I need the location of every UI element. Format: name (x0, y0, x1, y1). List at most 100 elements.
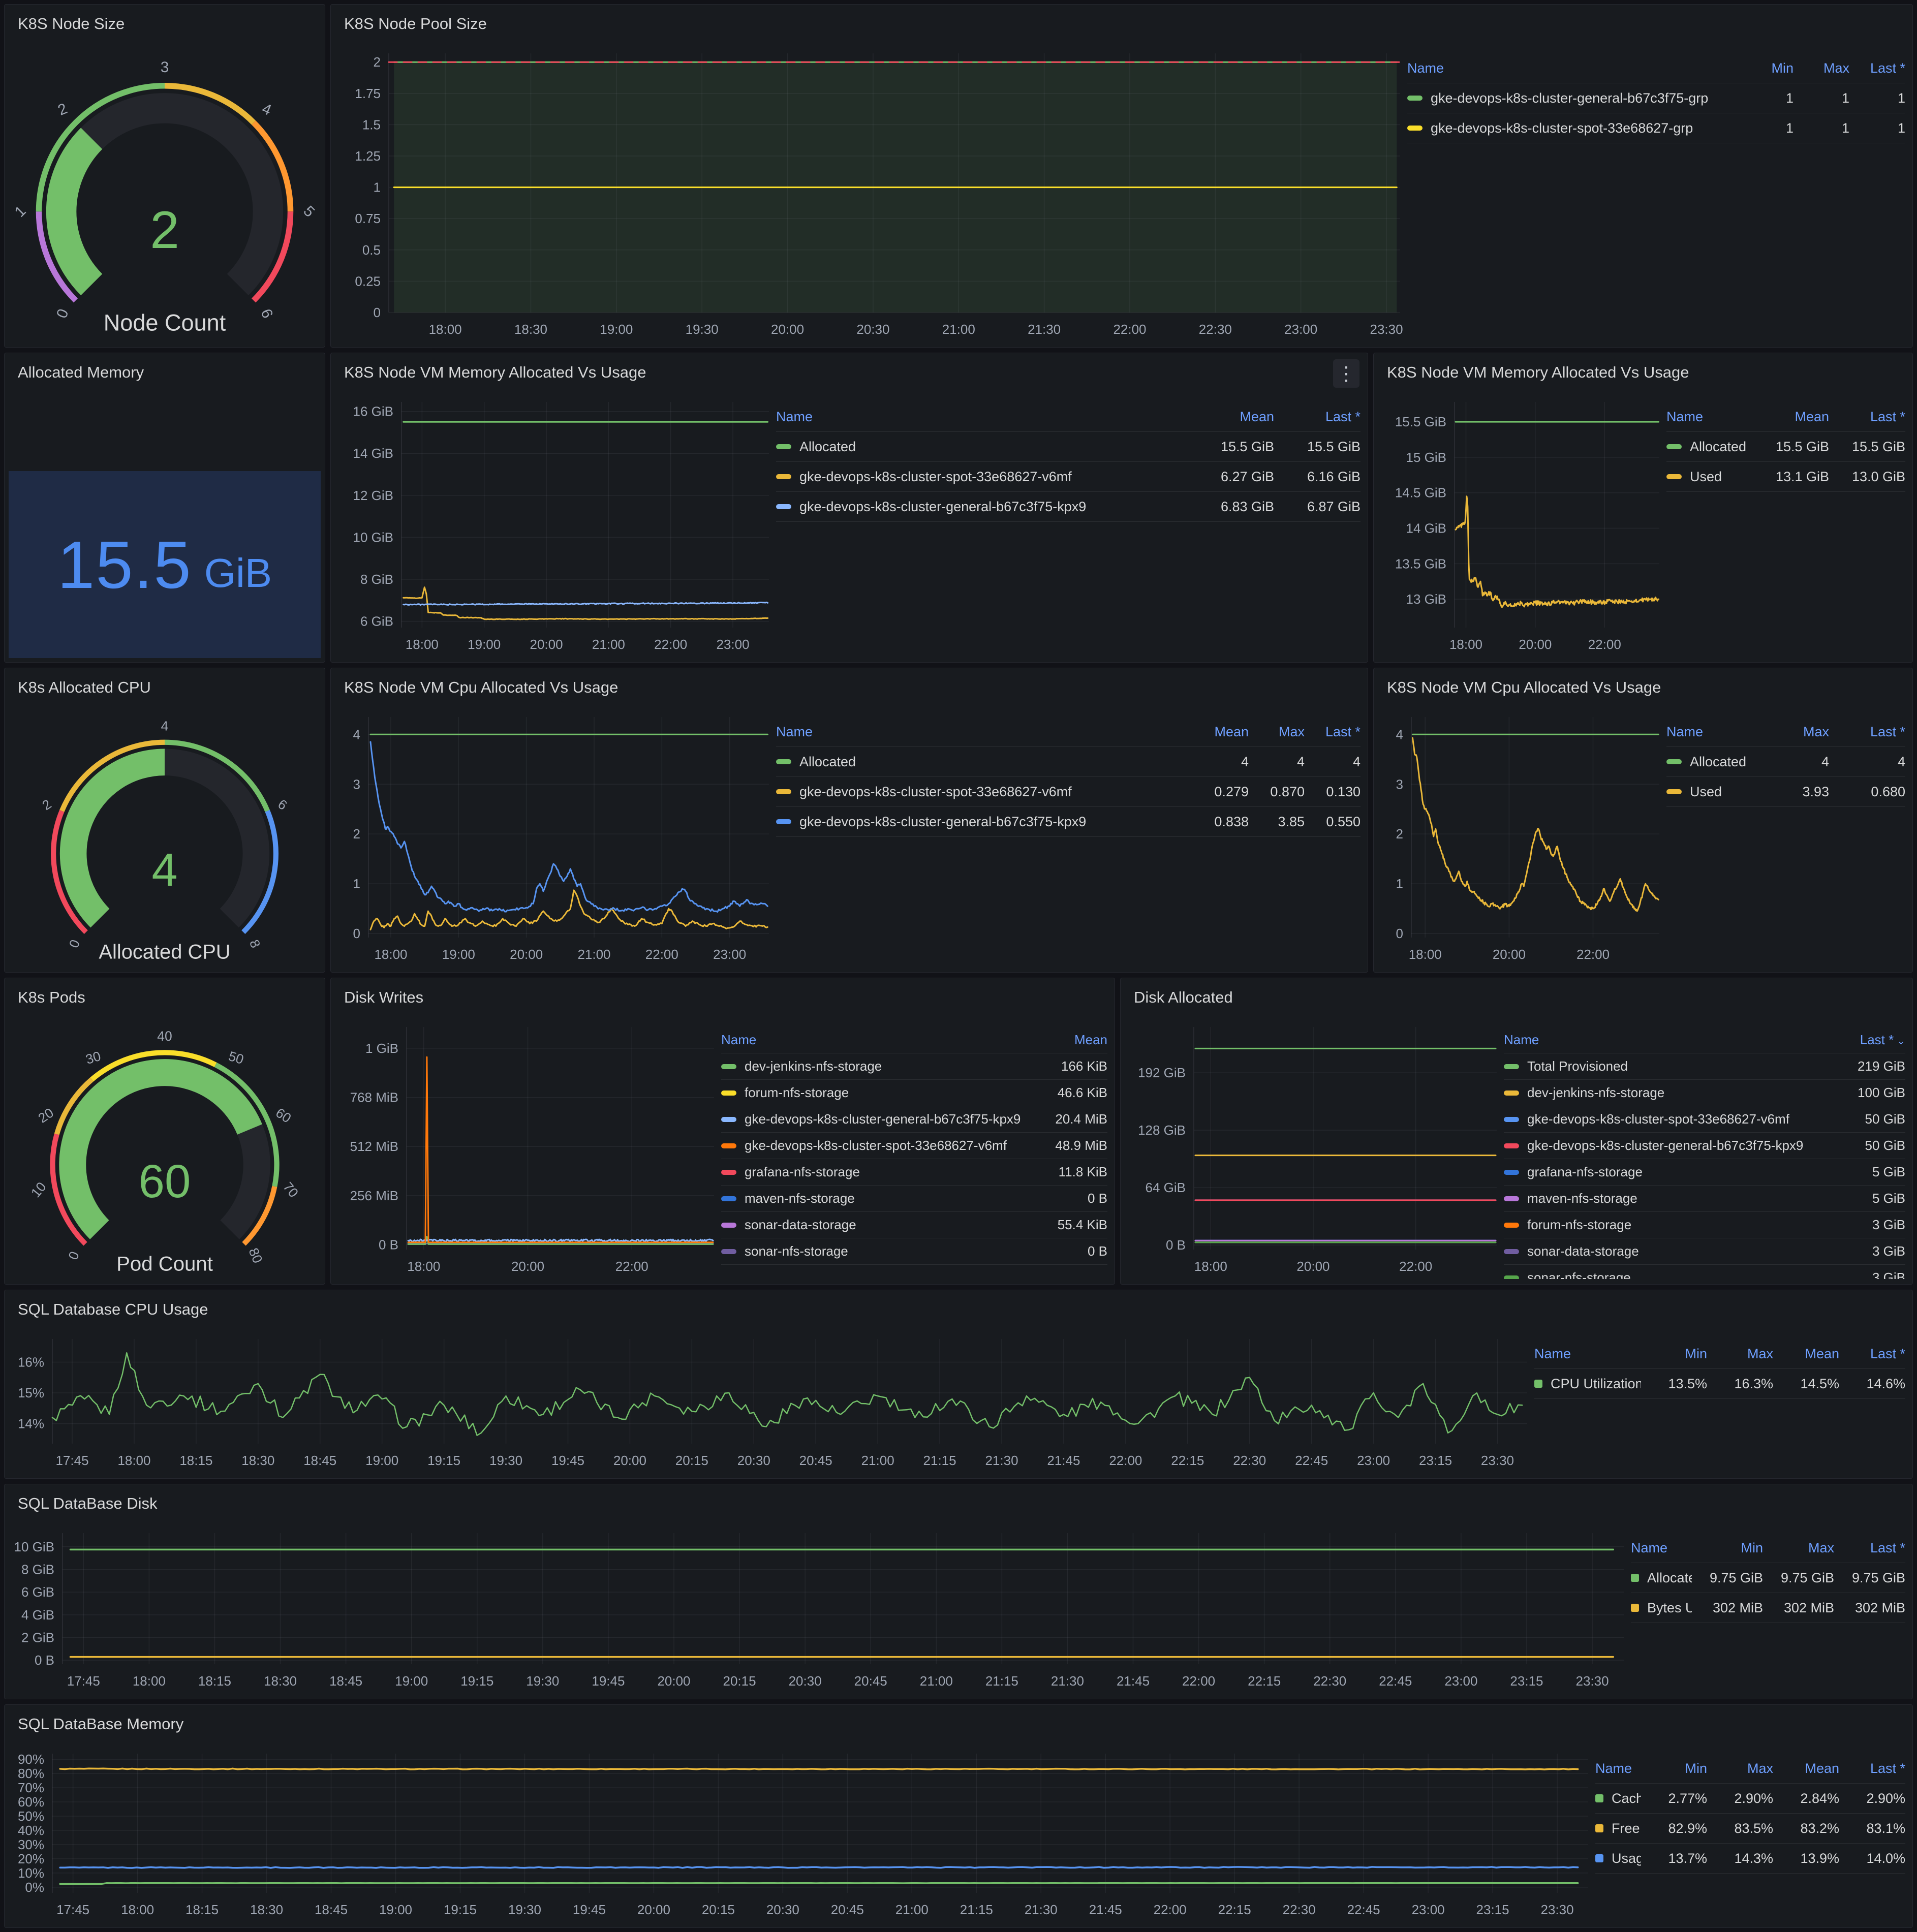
panel-title[interactable]: K8S Node VM Memory Allocated Vs Usage (1387, 363, 1689, 381)
legend-header-last[interactable]: Last * (1870, 1760, 1905, 1776)
legend-row[interactable]: grafana-nfs-storage 5 GiB (1504, 1159, 1905, 1186)
legend-header-min[interactable]: Min (1685, 1760, 1707, 1776)
legend-header-last[interactable]: Last * (1870, 1346, 1905, 1361)
disk-writes-chart[interactable]: 18:00 20:00 22:00 0 B 256 MiB 512 MiB 768 MiB 1… (338, 1015, 721, 1279)
legend-row[interactable]: gke-devops-k8s-cluster-general-b67c3f75-… (776, 807, 1361, 837)
panel-menu-kebab-icon[interactable]: ⋮ (1333, 359, 1359, 388)
legend-header-last[interactable]: Last * (1870, 724, 1905, 739)
panel-title[interactable]: SQL Database CPU Usage (18, 1300, 208, 1318)
legend-row[interactable]: Cache 2.77% 2.90% 2.84% 2.90% (1595, 1784, 1905, 1814)
legend-header-name[interactable]: Name (1534, 1346, 1571, 1361)
legend-header-max[interactable]: Max (1803, 724, 1829, 739)
legend-header-name[interactable]: Name (721, 1032, 757, 1047)
node-vm-cpu-used-chart[interactable]: 18:00 20:00 22:00 0 1 2 3 4 (1381, 705, 1666, 967)
legend-header-name[interactable]: Name (776, 409, 813, 424)
legend-row[interactable]: gke-devops-k8s-cluster-spot-33e68627-grp… (1407, 113, 1905, 143)
legend-row[interactable]: gke-devops-k8s-cluster-spot-33e68627-v6m… (776, 777, 1361, 807)
legend-header-name[interactable]: Name (1595, 1760, 1632, 1776)
legend-header-max[interactable]: Max (1808, 1540, 1834, 1555)
panel-title[interactable]: K8S Node VM Memory Allocated Vs Usage (344, 363, 646, 381)
sql-memory-chart[interactable]: 17:45 18:00 18:15 18:30 18:45 19:00 19:15 19:30… (12, 1741, 1595, 1922)
legend-row[interactable]: sonar-data-storage 55.4 KiB (721, 1212, 1107, 1238)
legend-row[interactable]: Used 3.93 0.680 (1666, 777, 1905, 807)
legend-row[interactable]: gke-devops-k8s-cluster-spot-33e68627-v6m… (721, 1133, 1107, 1159)
legend-row[interactable]: gke-devops-k8s-cluster-general-b67c3f75-… (1504, 1133, 1905, 1159)
series-color-swatch (1595, 1854, 1603, 1862)
legend-header-name[interactable]: Name (1666, 724, 1704, 739)
legend-header-max[interactable]: Max (1747, 1346, 1773, 1361)
legend-header-mean[interactable]: Mean (1240, 409, 1274, 424)
legend-row[interactable]: dev-jenkins-nfs-storage 166 KiB (721, 1053, 1107, 1080)
legend-row[interactable]: CPU Utilization 13.5% 16.3% 14.5% 14.6% (1534, 1369, 1905, 1399)
legend-header-name[interactable]: Name (1407, 60, 1444, 76)
legend-header-last[interactable]: Last * (1870, 60, 1905, 76)
legend-row[interactable]: forum-nfs-storage 46.6 KiB (721, 1080, 1107, 1106)
legend-header-name[interactable]: Name (1504, 1032, 1539, 1047)
legend-row[interactable]: gke-devops-k8s-cluster-spot-33e68627-v6m… (776, 462, 1361, 492)
panel-title[interactable]: K8s Allocated CPU (18, 678, 151, 696)
legend-header-name[interactable]: Name (776, 724, 813, 739)
panel-title[interactable]: K8s Pods (18, 988, 85, 1006)
legend-header-last[interactable]: Last * (1325, 409, 1361, 424)
sql-disk-chart[interactable]: 17:45 18:00 18:15 18:30 18:45 19:00 19:15 19:30… (12, 1521, 1631, 1694)
legend-row[interactable]: maven-nfs-storage 5 GiB (1504, 1186, 1905, 1212)
panel-title[interactable]: SQL DataBase Disk (18, 1494, 158, 1512)
legend-row[interactable]: Allocated 15.5 GiB 15.5 GiB (776, 432, 1361, 462)
legend-header-min[interactable]: Min (1771, 60, 1794, 76)
legend-row[interactable]: Allocated 4 4 (1666, 747, 1905, 777)
node-pool-size-chart[interactable]: 18:00 18:30 19:00 19:30 20:00 20:30 21:00 21:30… (338, 41, 1407, 342)
legend-row[interactable]: dev-jenkins-nfs-storage 100 GiB (1504, 1080, 1905, 1106)
legend-header-mean[interactable]: Mean (1805, 1346, 1839, 1361)
legend-row[interactable]: sonar-nfs-storage 3 GiB (1504, 1265, 1905, 1279)
legend-row[interactable]: Free 82.9% 83.5% 83.2% 83.1% (1595, 1814, 1905, 1844)
legend-header-last[interactable]: Last * (1325, 724, 1361, 739)
node-vm-memory-chart[interactable]: 18:00 19:00 20:00 21:00 22:00 23:00 6 GiB 8 GiB… (338, 390, 776, 657)
legend-header-mean[interactable]: Mean (1214, 724, 1249, 739)
legend-header-min[interactable]: Min (1685, 1346, 1707, 1361)
legend-row[interactable]: grafana-nfs-storage 11.8 KiB (721, 1159, 1107, 1186)
panel-title[interactable]: K8S Node Pool Size (344, 15, 487, 33)
legend-header-name[interactable]: Name (1666, 409, 1704, 424)
legend-row[interactable]: maven-nfs-storage 0 B (721, 1186, 1107, 1212)
panel-title[interactable]: Allocated Memory (18, 363, 144, 381)
legend-header-max[interactable]: Max (1747, 1760, 1773, 1776)
panel-title[interactable]: SQL DataBase Memory (18, 1715, 184, 1733)
legend-row[interactable]: forum-nfs-storage 3 GiB (1504, 1212, 1905, 1238)
legend-header-name[interactable]: Name (1631, 1540, 1668, 1555)
node-vm-memory-used-chart[interactable]: 18:00 20:00 22:00 13 GiB 13.5 GiB 14 GiB 14.5 … (1381, 390, 1666, 657)
legend-row[interactable]: Allocated 9.75 GiB 9.75 GiB 9.75 GiB (1631, 1563, 1905, 1593)
legend-header-last[interactable]: Last * ⌄ (1860, 1032, 1905, 1047)
panel-title[interactable]: K8S Node VM Cpu Allocated Vs Usage (1387, 678, 1661, 696)
sql-cpu-chart[interactable]: 17:45 18:00 18:15 18:30 18:45 19:00 19:15 19:30… (12, 1327, 1534, 1473)
legend-header-last[interactable]: Last * (1870, 409, 1905, 424)
panel-title[interactable]: Disk Writes (344, 988, 424, 1006)
series-color-swatch (721, 1116, 736, 1122)
legend-header-min[interactable]: Min (1741, 1540, 1763, 1555)
legend-row[interactable]: gke-devops-k8s-cluster-spot-33e68627-v6m… (1504, 1106, 1905, 1133)
disk-allocated-chart[interactable]: 18:00 20:00 22:00 0 B 64 GiB 128 GiB 192 GiB (1128, 1015, 1504, 1279)
node-vm-cpu-chart[interactable]: 18:00 19:00 20:00 21:00 22:00 23:00 0 1 2 3 4 (338, 705, 776, 967)
legend-row[interactable]: Usage 13.7% 14.3% 13.9% 14.0% (1595, 1844, 1905, 1874)
legend-row[interactable]: gke-devops-k8s-cluster-general-b67c3f75-… (776, 492, 1361, 522)
legend-row[interactable]: Total Provisioned 219 GiB (1504, 1053, 1905, 1080)
panel-title[interactable]: K8S Node Size (18, 15, 125, 33)
series-color-swatch (1504, 1116, 1519, 1122)
legend-row[interactable]: gke-devops-k8s-cluster-general-b67c3f75-… (1407, 83, 1905, 113)
legend-row[interactable]: Bytes Used 302 MiB 302 MiB 302 MiB (1631, 1593, 1905, 1623)
legend-row[interactable]: Used 13.1 GiB 13.0 GiB (1666, 462, 1905, 492)
panel-title[interactable]: K8S Node VM Cpu Allocated Vs Usage (344, 678, 619, 696)
legend-header-max[interactable]: Max (1278, 724, 1305, 739)
legend-header-max[interactable]: Max (1823, 60, 1849, 76)
svg-text:3: 3 (353, 776, 360, 792)
series-stat-value: 302 MiB (1783, 1600, 1834, 1615)
legend-row[interactable]: Allocated 4 4 4 (776, 747, 1361, 777)
legend-header-mean[interactable]: Mean (1795, 409, 1829, 424)
legend-header-mean[interactable]: Mean (1074, 1032, 1107, 1047)
legend-row[interactable]: gke-devops-k8s-cluster-general-b67c3f75-… (721, 1106, 1107, 1133)
legend-row[interactable]: Allocated 15.5 GiB 15.5 GiB (1666, 432, 1905, 462)
legend-row[interactable]: sonar-data-storage 3 GiB (1504, 1238, 1905, 1265)
legend-header-mean[interactable]: Mean (1805, 1760, 1839, 1776)
panel-title[interactable]: Disk Allocated (1134, 988, 1233, 1006)
legend-header-last[interactable]: Last * (1870, 1540, 1905, 1555)
legend-row[interactable]: sonar-nfs-storage 0 B (721, 1238, 1107, 1265)
